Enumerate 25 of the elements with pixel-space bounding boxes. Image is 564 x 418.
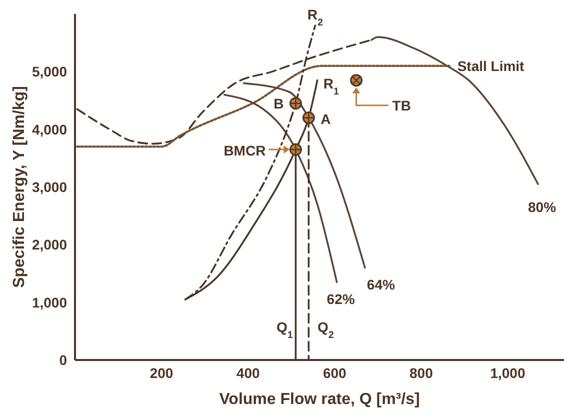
x-tick-label: 1,000 bbox=[490, 364, 526, 381]
series-label: Stall Limit bbox=[457, 58, 525, 74]
y-tick-label: 2,000 bbox=[32, 236, 68, 253]
series-label: R$_{1}$ bbox=[323, 75, 340, 97]
x-axis-title: Volume Flow rate, Q [m³/s] bbox=[219, 391, 420, 408]
y-axis-title: Specific Energy, Y [Nm/kg] bbox=[11, 86, 28, 288]
y-tick-label: 3,000 bbox=[32, 178, 68, 195]
x-tick-label: 600 bbox=[322, 364, 347, 381]
series-label: Q$_{2}$ bbox=[318, 319, 334, 340]
series-label: 80% bbox=[528, 199, 557, 216]
series-label: Q$_{1}$ bbox=[276, 319, 294, 340]
y-tick-label: 0 bbox=[59, 352, 68, 368]
annotation: BMCR bbox=[224, 142, 266, 159]
annotation: B bbox=[274, 95, 284, 112]
series-label: R$_{2}$ bbox=[307, 6, 324, 28]
x-tick-label: 800 bbox=[410, 364, 434, 381]
annotation: TB bbox=[392, 97, 411, 114]
y-tick-label: 4,000 bbox=[32, 121, 68, 138]
y-tick-label: 1,000 bbox=[32, 294, 68, 310]
series-label: 64% bbox=[366, 276, 396, 293]
annotation: A bbox=[320, 110, 331, 127]
y-tick-label: 5,000 bbox=[32, 64, 68, 80]
x-tick-label: 400 bbox=[236, 364, 260, 381]
series-label: 62% bbox=[326, 291, 356, 308]
x-tick-label: 200 bbox=[150, 364, 174, 381]
